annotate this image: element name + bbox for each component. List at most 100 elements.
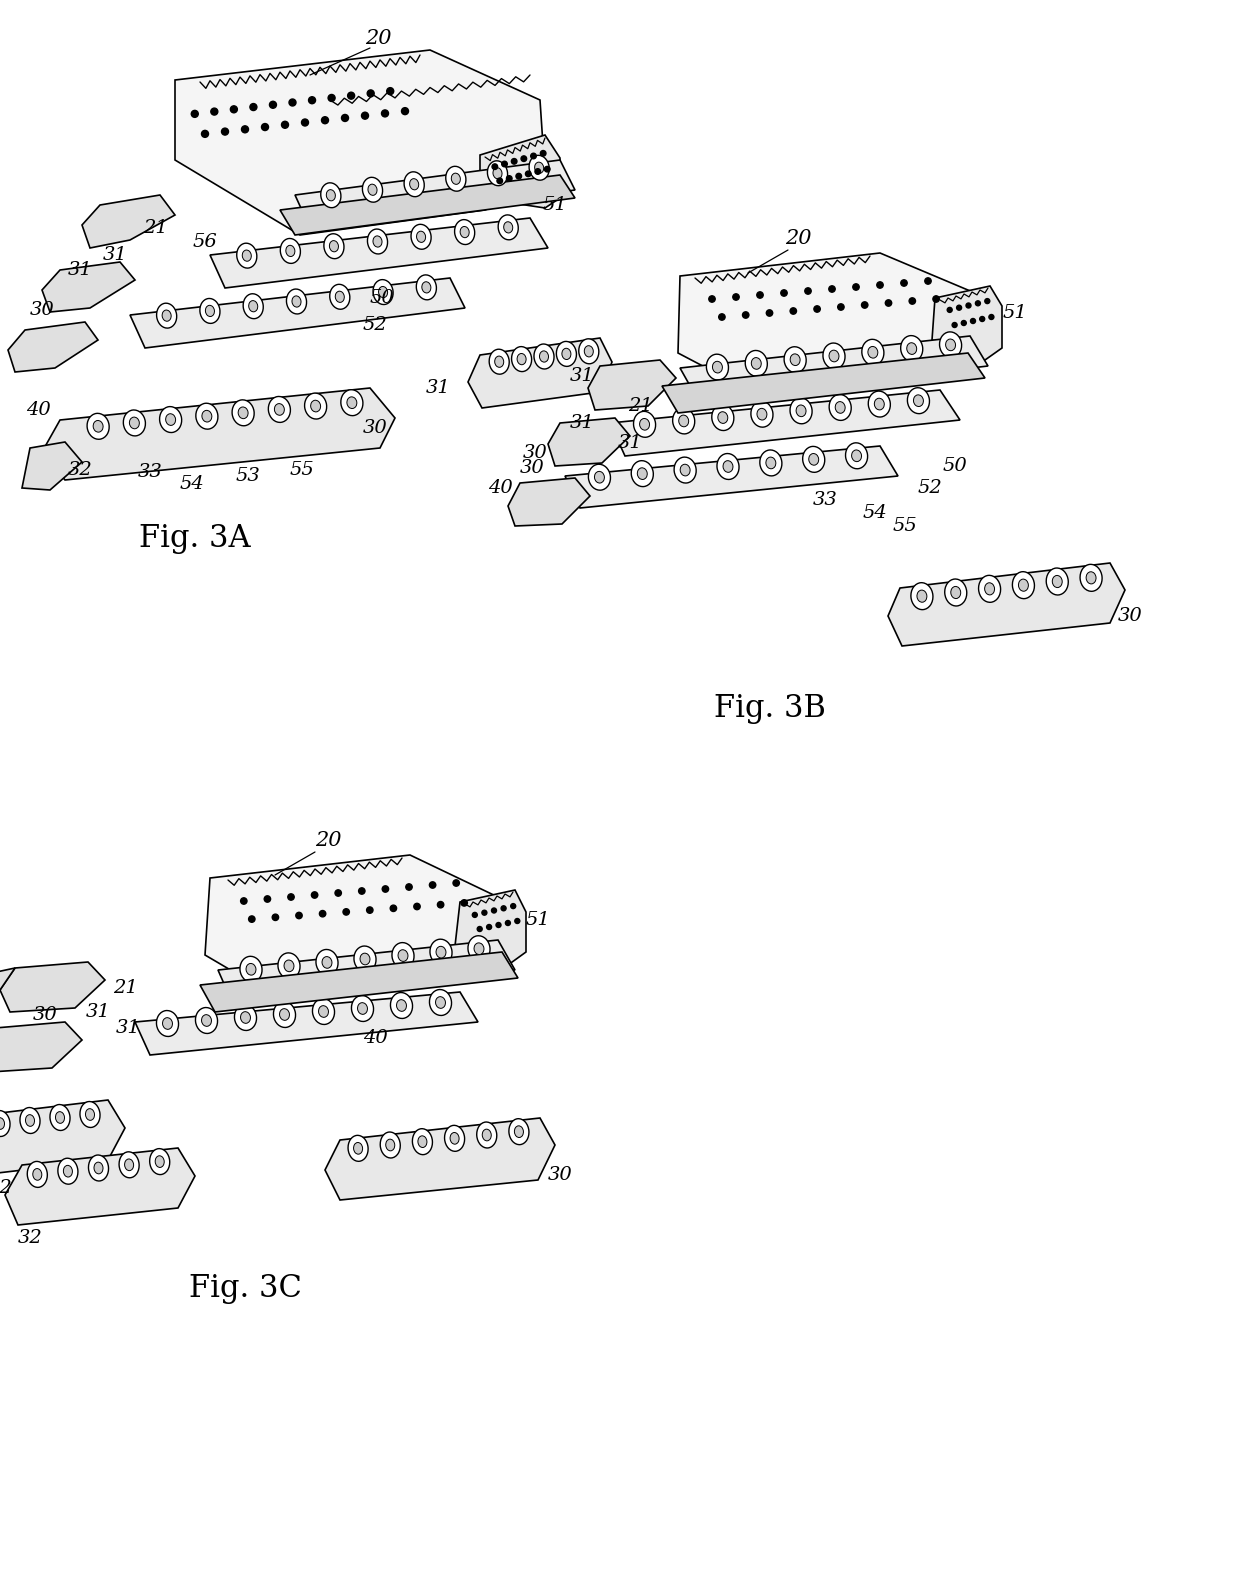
Polygon shape bbox=[662, 352, 985, 413]
Text: 20: 20 bbox=[315, 830, 341, 849]
Circle shape bbox=[961, 321, 966, 325]
Ellipse shape bbox=[373, 236, 382, 248]
Ellipse shape bbox=[494, 168, 502, 179]
Circle shape bbox=[222, 129, 228, 135]
Polygon shape bbox=[0, 968, 15, 990]
Ellipse shape bbox=[451, 173, 460, 184]
Ellipse shape bbox=[951, 587, 961, 598]
Ellipse shape bbox=[418, 1136, 427, 1147]
Ellipse shape bbox=[823, 343, 844, 368]
Ellipse shape bbox=[160, 406, 182, 433]
Circle shape bbox=[262, 124, 269, 130]
Ellipse shape bbox=[675, 457, 696, 482]
Ellipse shape bbox=[529, 156, 549, 181]
Ellipse shape bbox=[460, 227, 469, 238]
Ellipse shape bbox=[489, 349, 510, 375]
Circle shape bbox=[269, 102, 277, 108]
Circle shape bbox=[309, 97, 315, 103]
Text: 56: 56 bbox=[192, 233, 217, 251]
Ellipse shape bbox=[360, 954, 370, 965]
Ellipse shape bbox=[404, 171, 424, 197]
Circle shape bbox=[805, 287, 811, 294]
Circle shape bbox=[511, 903, 516, 909]
Circle shape bbox=[320, 911, 326, 917]
Ellipse shape bbox=[862, 340, 884, 365]
Ellipse shape bbox=[56, 1111, 64, 1124]
Circle shape bbox=[281, 121, 289, 129]
Text: 21: 21 bbox=[143, 219, 167, 236]
Text: 51: 51 bbox=[526, 911, 551, 928]
Polygon shape bbox=[680, 336, 988, 400]
Text: 55: 55 bbox=[893, 517, 918, 535]
Ellipse shape bbox=[436, 946, 446, 959]
Circle shape bbox=[502, 162, 507, 167]
Ellipse shape bbox=[846, 443, 868, 468]
Polygon shape bbox=[455, 890, 526, 965]
Ellipse shape bbox=[707, 354, 728, 381]
Polygon shape bbox=[175, 51, 546, 235]
Ellipse shape bbox=[1047, 568, 1069, 595]
Ellipse shape bbox=[911, 582, 932, 609]
Circle shape bbox=[335, 890, 341, 897]
Ellipse shape bbox=[723, 460, 733, 473]
Circle shape bbox=[966, 303, 971, 308]
Circle shape bbox=[496, 922, 501, 927]
Ellipse shape bbox=[353, 946, 376, 971]
Ellipse shape bbox=[398, 949, 408, 962]
Polygon shape bbox=[7, 322, 98, 371]
Circle shape bbox=[491, 908, 496, 913]
Ellipse shape bbox=[367, 229, 388, 254]
Ellipse shape bbox=[200, 298, 219, 324]
Text: Fig. 3B: Fig. 3B bbox=[714, 692, 826, 724]
Text: 21: 21 bbox=[113, 979, 138, 997]
Text: 30: 30 bbox=[362, 419, 387, 436]
Ellipse shape bbox=[637, 468, 647, 479]
Circle shape bbox=[828, 286, 836, 292]
Ellipse shape bbox=[348, 1135, 368, 1162]
Polygon shape bbox=[888, 563, 1125, 646]
Ellipse shape bbox=[286, 289, 306, 314]
Text: Fig. 3C: Fig. 3C bbox=[188, 1273, 301, 1303]
Text: 31: 31 bbox=[103, 246, 128, 263]
Ellipse shape bbox=[916, 590, 926, 601]
Text: 31: 31 bbox=[425, 379, 450, 397]
Ellipse shape bbox=[672, 408, 694, 433]
Circle shape bbox=[387, 87, 394, 95]
Circle shape bbox=[367, 90, 374, 97]
Ellipse shape bbox=[94, 1162, 103, 1174]
Polygon shape bbox=[932, 286, 1002, 360]
Ellipse shape bbox=[353, 1143, 362, 1154]
Text: 40: 40 bbox=[487, 479, 512, 497]
Ellipse shape bbox=[241, 957, 262, 982]
Circle shape bbox=[301, 119, 309, 125]
Ellipse shape bbox=[808, 454, 818, 465]
Polygon shape bbox=[218, 940, 515, 1001]
Polygon shape bbox=[22, 443, 82, 490]
Circle shape bbox=[925, 278, 931, 284]
Ellipse shape bbox=[517, 354, 526, 365]
Text: 30: 30 bbox=[548, 1166, 573, 1184]
Polygon shape bbox=[508, 478, 590, 525]
Text: 20: 20 bbox=[785, 229, 811, 248]
Ellipse shape bbox=[156, 303, 176, 329]
Ellipse shape bbox=[985, 582, 994, 595]
Ellipse shape bbox=[32, 1168, 42, 1181]
Ellipse shape bbox=[324, 233, 343, 259]
Polygon shape bbox=[325, 1117, 556, 1200]
Ellipse shape bbox=[534, 162, 543, 173]
Text: 40: 40 bbox=[362, 1028, 387, 1047]
Circle shape bbox=[885, 300, 892, 306]
Circle shape bbox=[438, 901, 444, 908]
Text: 30: 30 bbox=[32, 1006, 57, 1024]
Circle shape bbox=[956, 305, 961, 309]
Ellipse shape bbox=[712, 405, 734, 430]
Ellipse shape bbox=[162, 309, 171, 321]
Ellipse shape bbox=[495, 355, 503, 367]
Text: 54: 54 bbox=[863, 505, 888, 522]
Circle shape bbox=[990, 314, 994, 319]
Circle shape bbox=[515, 919, 520, 924]
Ellipse shape bbox=[868, 390, 890, 417]
Polygon shape bbox=[610, 390, 960, 455]
Ellipse shape bbox=[150, 1149, 170, 1174]
Circle shape bbox=[492, 163, 497, 170]
